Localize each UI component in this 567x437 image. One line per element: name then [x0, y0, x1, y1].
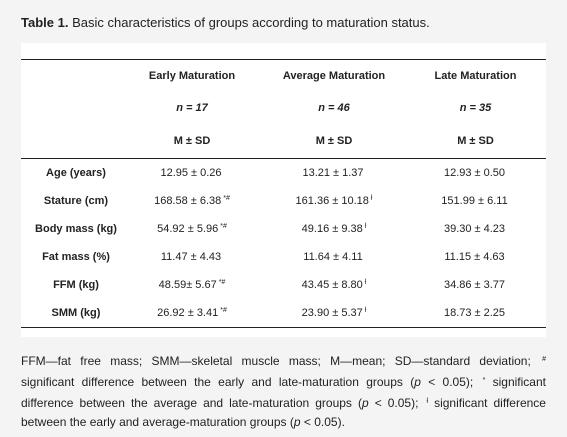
- table-cell: 54.92 ± 5.96 *#: [157, 223, 227, 235]
- table-cell: 39.30 ± 4.23: [443, 223, 506, 235]
- footnote-hash-symbol: #: [542, 356, 546, 363]
- table-row: FFM (kg) 48.59± 5.67 *# 43.45 ± 8.80 ƚ 34.…: [21, 271, 546, 299]
- header-empty: [21, 60, 121, 93]
- header-n-average: n = 46: [318, 102, 350, 114]
- header-row-groups: Early Maturation Average Maturation Late…: [21, 60, 546, 93]
- row-label: SMM (kg): [21, 299, 121, 328]
- row-label: Body mass (kg): [35, 223, 117, 235]
- table-cell: 11.47 ± 4.43: [160, 251, 222, 263]
- header-group-late: Late Maturation: [434, 70, 517, 82]
- table-cell: 12.93 ± 0.50: [443, 167, 506, 179]
- table-cell: 43.45 ± 8.80 ƚ: [301, 279, 367, 291]
- table-cell: 49.16 ± 9.38 ƚ: [301, 223, 367, 235]
- table-row: SMM (kg) 26.92 ± 3.41 *# 23.90 ± 5.37 ƚ 18…: [21, 299, 546, 328]
- table-caption: Table 1. Basic characteristics of groups…: [21, 15, 430, 30]
- caption-label: Table 1.: [21, 15, 69, 30]
- table-row: Fat mass (%) 11.47 ± 4.43 11.64 ± 4.11 1…: [21, 243, 546, 271]
- table-row: Stature (cm) 168.58 ± 6.38 *# 161.36 ± 10…: [21, 187, 546, 215]
- row-label: Fat mass (%): [42, 251, 110, 263]
- header-stat-late: M ± SD: [405, 124, 546, 159]
- characteristics-table: Early Maturation Average Maturation Late…: [21, 59, 546, 328]
- header-n-early: n = 17: [176, 102, 208, 114]
- caption-text: Basic characteristics of groups accordin…: [72, 15, 430, 30]
- header-stat-early: M ± SD: [121, 124, 263, 159]
- table-row: Body mass (kg) 54.92 ± 5.96 *# 49.16 ± 9.…: [21, 215, 546, 243]
- table-cell: 23.90 ± 5.37 ƚ: [263, 299, 405, 328]
- footnote-abbreviations: FFM—fat free mass; SMM—skeletal muscle m…: [21, 354, 531, 368]
- table-cell: 11.64 ± 4.11: [303, 251, 363, 263]
- footnote-star-symbol: *: [482, 377, 486, 384]
- table-container: Early Maturation Average Maturation Late…: [21, 43, 546, 337]
- table-cell: 13.21 ± 1.37: [302, 167, 364, 179]
- header-stat-average: M ± SD: [263, 124, 405, 159]
- header-row-stat: M ± SD M ± SD M ± SD: [21, 124, 546, 159]
- footnote-dagger-symbol: ƚ: [426, 398, 429, 405]
- row-label: Age (years): [46, 167, 106, 179]
- table-footnote: FFM—fat free mass; SMM—skeletal muscle m…: [21, 354, 546, 429]
- table-cell: 18.73 ± 2.25: [405, 299, 546, 328]
- header-n-late: n = 35: [459, 102, 492, 114]
- table-cell: 48.59± 5.67 *#: [158, 279, 226, 291]
- table-row: Age (years) 12.95 ± 0.26 13.21 ± 1.37 12…: [21, 159, 546, 188]
- table-cell: 34.86 ± 3.77: [443, 279, 506, 291]
- row-label: FFM (kg): [53, 279, 99, 291]
- table-cell: 151.99 ± 6.11: [441, 195, 508, 207]
- row-label: Stature (cm): [43, 195, 109, 207]
- table-cell: 26.92 ± 3.41 *#: [121, 299, 263, 328]
- table-cell: 161.36 ± 10.18 ƚ: [295, 195, 373, 207]
- table-cell: 11.15 ± 4.63: [444, 251, 505, 263]
- header-row-n: n = 17 n = 46 n = 35: [21, 92, 546, 124]
- header-group-early: Early Maturation: [148, 70, 236, 82]
- header-group-average: Average Maturation: [282, 70, 386, 82]
- table-cell: 12.95 ± 0.26: [160, 167, 222, 179]
- table-cell: 168.58 ± 6.38 *#: [154, 195, 230, 207]
